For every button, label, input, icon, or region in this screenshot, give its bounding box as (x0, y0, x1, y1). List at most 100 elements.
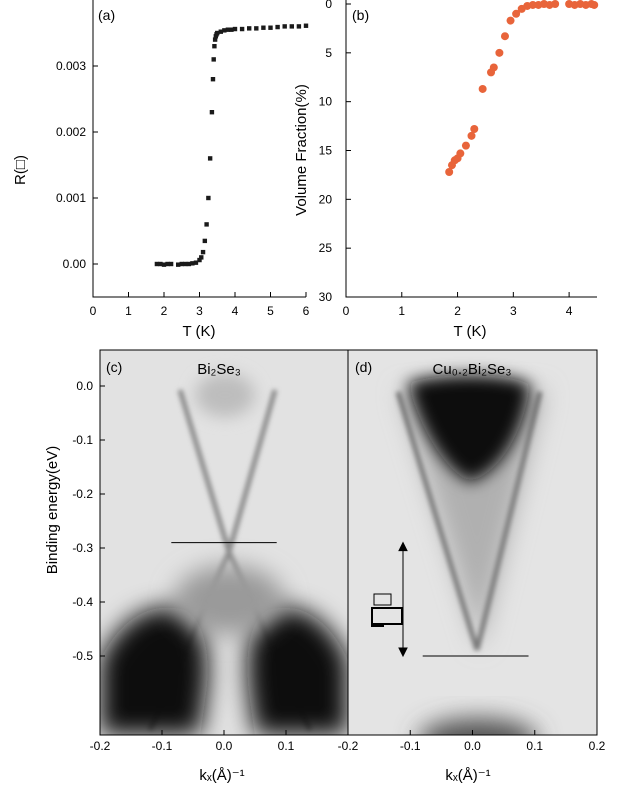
panel-a-point (199, 255, 204, 260)
panel-c-title: Bi₂Se₃ (197, 361, 241, 378)
panel-d-xlabel: kₓ(Å)⁻¹ (445, 767, 490, 784)
panel-a-point (289, 24, 294, 29)
panel-b-point (470, 125, 479, 134)
panel-b-ytick-label: 10 (319, 95, 333, 109)
panel-a-axes (92, 0, 306, 298)
panel-a-point (282, 24, 287, 29)
panel-b-ytick-label: 20 (319, 192, 333, 206)
panel-c-ytick-label: -0.5 (72, 649, 93, 663)
panel-c-ytick-label: -0.4 (72, 595, 93, 609)
panel-a-ytick-label: 0.003 (56, 59, 86, 73)
panel-b-xtick-label: 1 (398, 304, 405, 318)
panel-a-point (303, 23, 309, 28)
panel-a-ylabel: R(□) (12, 155, 29, 185)
panel-a-point (176, 262, 181, 267)
panel-a-point (209, 110, 215, 115)
panel-b-xtick-label: 3 (510, 304, 517, 318)
panel-a-xtick-label: 6 (303, 304, 310, 318)
panel-d-xtick-label: 0.2 (589, 739, 606, 753)
panel-a-xtick-label: 1 (125, 304, 132, 318)
panel-b-point (551, 0, 560, 8)
panel-b-point (590, 0, 599, 9)
panel-a-point (210, 77, 216, 82)
panel-b-point (478, 84, 487, 93)
panel-a-point (212, 44, 217, 49)
panel-a-point (215, 30, 220, 36)
panel-a-point (202, 238, 208, 244)
panel-d-arpes: -0.2 -0.1 0.0 0.1 0.2 (d) Cu₀.₂Bi₂Se₃ kₓ(Å)⁻… (338, 349, 606, 784)
panel-a-point (193, 260, 199, 265)
panel-a-point (161, 262, 167, 267)
panel-b-ytick-label: 30 (319, 290, 333, 304)
panel-a-point (197, 257, 202, 263)
panel-c-xtick-label: -0.2 (90, 739, 111, 753)
legend-box-icon (371, 593, 403, 627)
panel-b-point (456, 149, 465, 158)
panel-a-point (218, 29, 223, 34)
panel-a-point (186, 261, 192, 267)
panel-a-point (206, 195, 211, 201)
panel-c-ytick-label: -0.2 (72, 487, 93, 501)
panel-a-ytick-label: 0.001 (56, 191, 86, 205)
panel-a-point (211, 57, 216, 62)
panel-a-point (212, 37, 218, 42)
panel-d-title: Cu₀.₂Bi₂Se₃ (432, 361, 511, 378)
panel-a-point (204, 222, 209, 227)
panel-a-xtick-label: 5 (267, 304, 274, 318)
panel-b-xtick-label: 4 (566, 304, 573, 318)
panel-c-label: (c) (106, 359, 122, 375)
panel-a-point (154, 261, 160, 267)
panel-a-point (275, 24, 280, 30)
panel-a-xtick-label: 3 (196, 304, 203, 318)
panel-c-xtick-label: 0.1 (278, 739, 295, 753)
panel-b-axes (345, 0, 597, 298)
panel-b-point (461, 141, 470, 150)
panel-b-ytick-label: 5 (325, 46, 332, 60)
panel-d-xtick-label: -0.1 (400, 739, 421, 753)
panel-a-point (229, 27, 234, 32)
panel-a-point (232, 26, 238, 32)
panel-a-xtick-label: 2 (161, 304, 168, 318)
panel-b-point (500, 32, 509, 41)
panel-d-xtick-label: 0.0 (464, 739, 481, 753)
panel-c-xtick-label: 0.0 (216, 739, 233, 753)
panel-a-point (247, 26, 252, 31)
panel-b-point (467, 131, 476, 140)
panel-b-ylabel: Volume Fraction(%) (293, 84, 310, 216)
panel-c-ytick-label: 0.0 (76, 379, 93, 393)
panel-b-xtick-label: 2 (454, 304, 461, 318)
panel-a-point (222, 28, 227, 33)
panel-c-xtick-label: -0.1 (152, 739, 173, 753)
panel-a-point (254, 26, 259, 31)
panel-b-ytick-label: 0 (325, 0, 332, 11)
panel-b-ytick-label: 25 (319, 241, 333, 255)
panel-a-point (168, 261, 174, 267)
panel-a-point (268, 25, 273, 30)
panel-b-point (445, 167, 454, 176)
panel-b-point (512, 9, 521, 18)
panel-d-label: (d) (355, 359, 372, 375)
panel-b-label: (b) (352, 7, 369, 23)
panel-a-point (239, 26, 245, 32)
panel-a-ytick-label: 0.00 (63, 257, 87, 271)
panel-b-point (495, 48, 504, 57)
panel-a-ytick-label: 0.002 (56, 125, 86, 139)
panel-a-point (190, 261, 195, 266)
panel-a-point (225, 27, 231, 32)
panel-a-point (165, 261, 170, 267)
panel-a-point (179, 261, 184, 267)
panel-c-arpes: 0.0 -0.1 -0.2 -0.3 -0.4 -0.5 -0.2 -0.1 0.0 0.1 (… (44, 349, 349, 784)
panel-a-point (296, 24, 302, 29)
panel-c-ytick-label: -0.1 (72, 433, 93, 447)
panel-b-xtick-label: 0 (343, 304, 350, 318)
panel-a-point (183, 261, 188, 267)
panel-b-point (506, 16, 515, 25)
panel-c-ytick-label: -0.3 (72, 541, 93, 555)
panel-a-xtick-label: 0 (90, 304, 97, 318)
panel-a-resistance: 0.00 0.001 0.002 0.003 0 1 2 3 4 5 6 (a) R(□) T (… (12, 0, 310, 340)
panel-b-point (528, 0, 537, 9)
panel-a-point (158, 261, 163, 267)
panel-b-ytick-label: 15 (319, 144, 333, 158)
panel-a-point (207, 156, 213, 161)
